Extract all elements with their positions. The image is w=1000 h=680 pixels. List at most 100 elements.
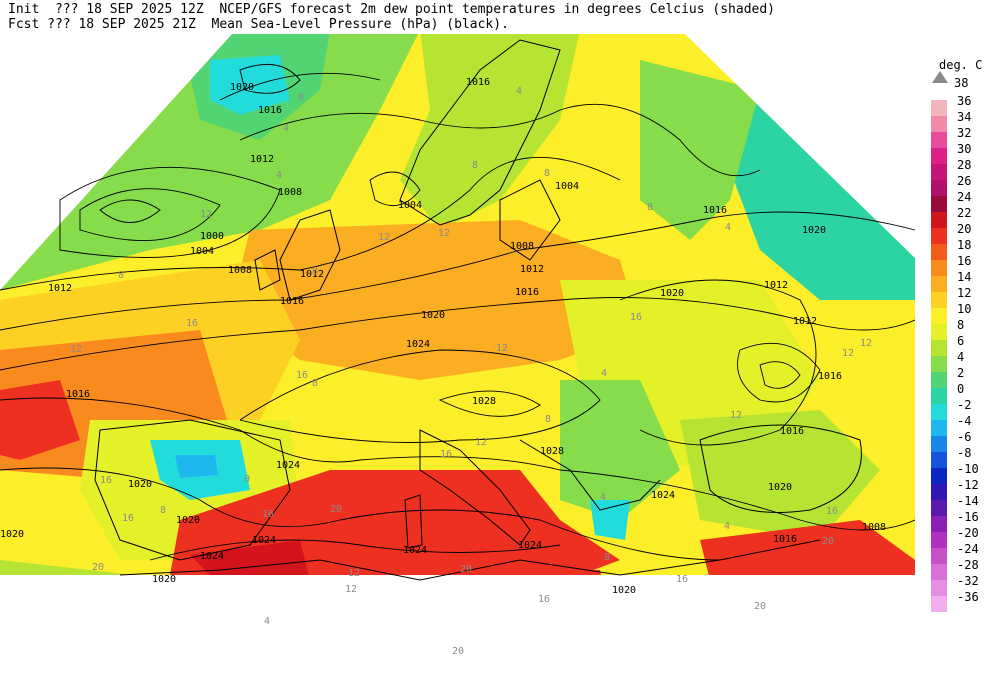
- projection-mask-right: [685, 30, 920, 258]
- isobar-label: 1012: [300, 269, 324, 280]
- dewpoint-label: 12: [348, 568, 360, 579]
- isobar-label: 1024: [518, 540, 542, 551]
- isobar-1016-south: [0, 397, 916, 531]
- isobar-1016-east: [619, 279, 817, 446]
- isobar-label: 1000: [200, 231, 224, 242]
- legend-title: deg. C: [939, 58, 983, 72]
- legend-swatch: [931, 420, 947, 436]
- legend-entry: 24: [931, 190, 995, 212]
- legend-swatch: [931, 164, 947, 180]
- isobar-1024-central: [239, 349, 601, 443]
- isobar-label: 1012: [764, 280, 788, 291]
- legend-entry: -20: [931, 526, 995, 548]
- isobar-1024-south: [149, 539, 561, 561]
- dewpoint-label: 8: [312, 378, 318, 389]
- legend-entry: -8: [931, 446, 995, 468]
- legend-label: 2: [957, 366, 965, 380]
- dewpoint-label: 8: [472, 160, 478, 171]
- dewpoint-label: 0: [244, 474, 250, 485]
- isobar-1008-west: [59, 166, 281, 258]
- legend-label: 24: [957, 190, 972, 204]
- legend-label: 8: [957, 318, 965, 332]
- isobar-label: 1016: [773, 534, 797, 545]
- legend-entry: -36: [931, 590, 995, 612]
- central-orange-region: [230, 220, 640, 380]
- legend-label: -2: [957, 398, 972, 412]
- legend-label: -4: [957, 414, 972, 428]
- legend-entry: -4: [931, 414, 995, 436]
- dewpoint-shading: [0, 34, 915, 680]
- dewpoint-label: 8: [545, 414, 551, 425]
- isobar-label: 1016: [258, 105, 282, 116]
- legend-swatch: [931, 132, 947, 148]
- legend-label: -8: [957, 446, 972, 460]
- dewpoint-label: 4: [276, 170, 282, 181]
- dewpoint-label: 4: [516, 86, 522, 97]
- legend-label: -10: [957, 462, 979, 476]
- isobar-labels: 1020 1016 1012 1008 1000 1004 1008 1012 …: [0, 77, 886, 596]
- isobar-label: 1016: [780, 426, 804, 437]
- legend-label: -28: [957, 558, 979, 572]
- isobar-label: 1020: [660, 288, 684, 299]
- dewpoint-label: 16: [676, 574, 688, 585]
- isobar-label: 1024: [252, 535, 276, 546]
- legend-swatch: [931, 292, 947, 308]
- dewpoint-label: 20: [822, 536, 834, 547]
- projection-arc-bottom: [0, 575, 915, 680]
- dewpoint-label: 20: [754, 601, 766, 612]
- scandinavia-green-region: [400, 34, 580, 230]
- dewpoint-label: 12: [730, 410, 742, 421]
- greenland-blue-region: [210, 55, 290, 115]
- legend-swatch: [931, 308, 947, 324]
- isobar-label: 1028: [472, 396, 496, 407]
- dewpoint-labels: 0 4 12 8 16 12 4 12 8 4 8 12 12 8 16 4 1…: [70, 86, 872, 657]
- isobar-label: 1016: [703, 205, 727, 216]
- legend-entry: -14: [931, 494, 995, 516]
- legend-entry: -28: [931, 558, 995, 580]
- scandinavia-coast: [399, 39, 561, 226]
- dewpoint-label: 4: [725, 222, 731, 233]
- legend-entry: 18: [931, 238, 995, 260]
- legend-entry: 12: [931, 286, 995, 308]
- dewpoint-label: 12: [496, 343, 508, 354]
- egypt-orange-region: [620, 580, 740, 680]
- legend-entry: 34: [931, 110, 995, 132]
- legend-swatch: [931, 148, 947, 164]
- legend-swatch: [931, 500, 947, 516]
- dewpoint-label: 16: [826, 506, 838, 517]
- greece-cyan-region: [590, 500, 630, 540]
- legend-label: 14: [957, 270, 972, 284]
- dewpoint-label: 16: [122, 513, 134, 524]
- isobar-1020-south: [0, 467, 721, 561]
- dewpoint-label: 4: [601, 368, 607, 379]
- dewpoint-label: 12: [842, 348, 854, 359]
- header-line-init: Init ??? 18 SEP 2025 12Z NCEP/GFS foreca…: [8, 2, 776, 17]
- legend-swatch: [931, 100, 947, 116]
- legend-entry: -16: [931, 510, 995, 532]
- dewpoint-label: 16: [186, 318, 198, 329]
- isobars: [0, 63, 916, 561]
- dewpoint-label: 20: [92, 562, 104, 573]
- dewpoint-label: 12: [70, 344, 82, 355]
- isobar-1004: [79, 188, 221, 241]
- legend-entry: 6: [931, 334, 995, 356]
- legend-entry: 30: [931, 142, 995, 164]
- isobar-label: 1024: [403, 545, 427, 556]
- legend-swatch: [931, 356, 947, 372]
- legend-swatch: [931, 228, 947, 244]
- isobar-label: 1020: [152, 574, 176, 585]
- legend-label: -12: [957, 478, 979, 492]
- legend-label: 0: [957, 382, 965, 396]
- ireland-coast: [254, 249, 281, 291]
- isobar-1016-west: [0, 211, 916, 331]
- legend-label: 32: [957, 126, 972, 140]
- legend-entry: 4: [931, 350, 995, 372]
- northeast-green-region: [640, 60, 760, 240]
- atlantic-red-region: [0, 380, 80, 460]
- dewpoint-label: 12: [475, 437, 487, 448]
- legend-label: 34: [957, 110, 972, 124]
- legend-swatch: [931, 388, 947, 404]
- legend-entry: 8: [931, 318, 995, 340]
- dewpoint-label: 16: [296, 370, 308, 381]
- dewpoint-label: 4: [283, 123, 289, 134]
